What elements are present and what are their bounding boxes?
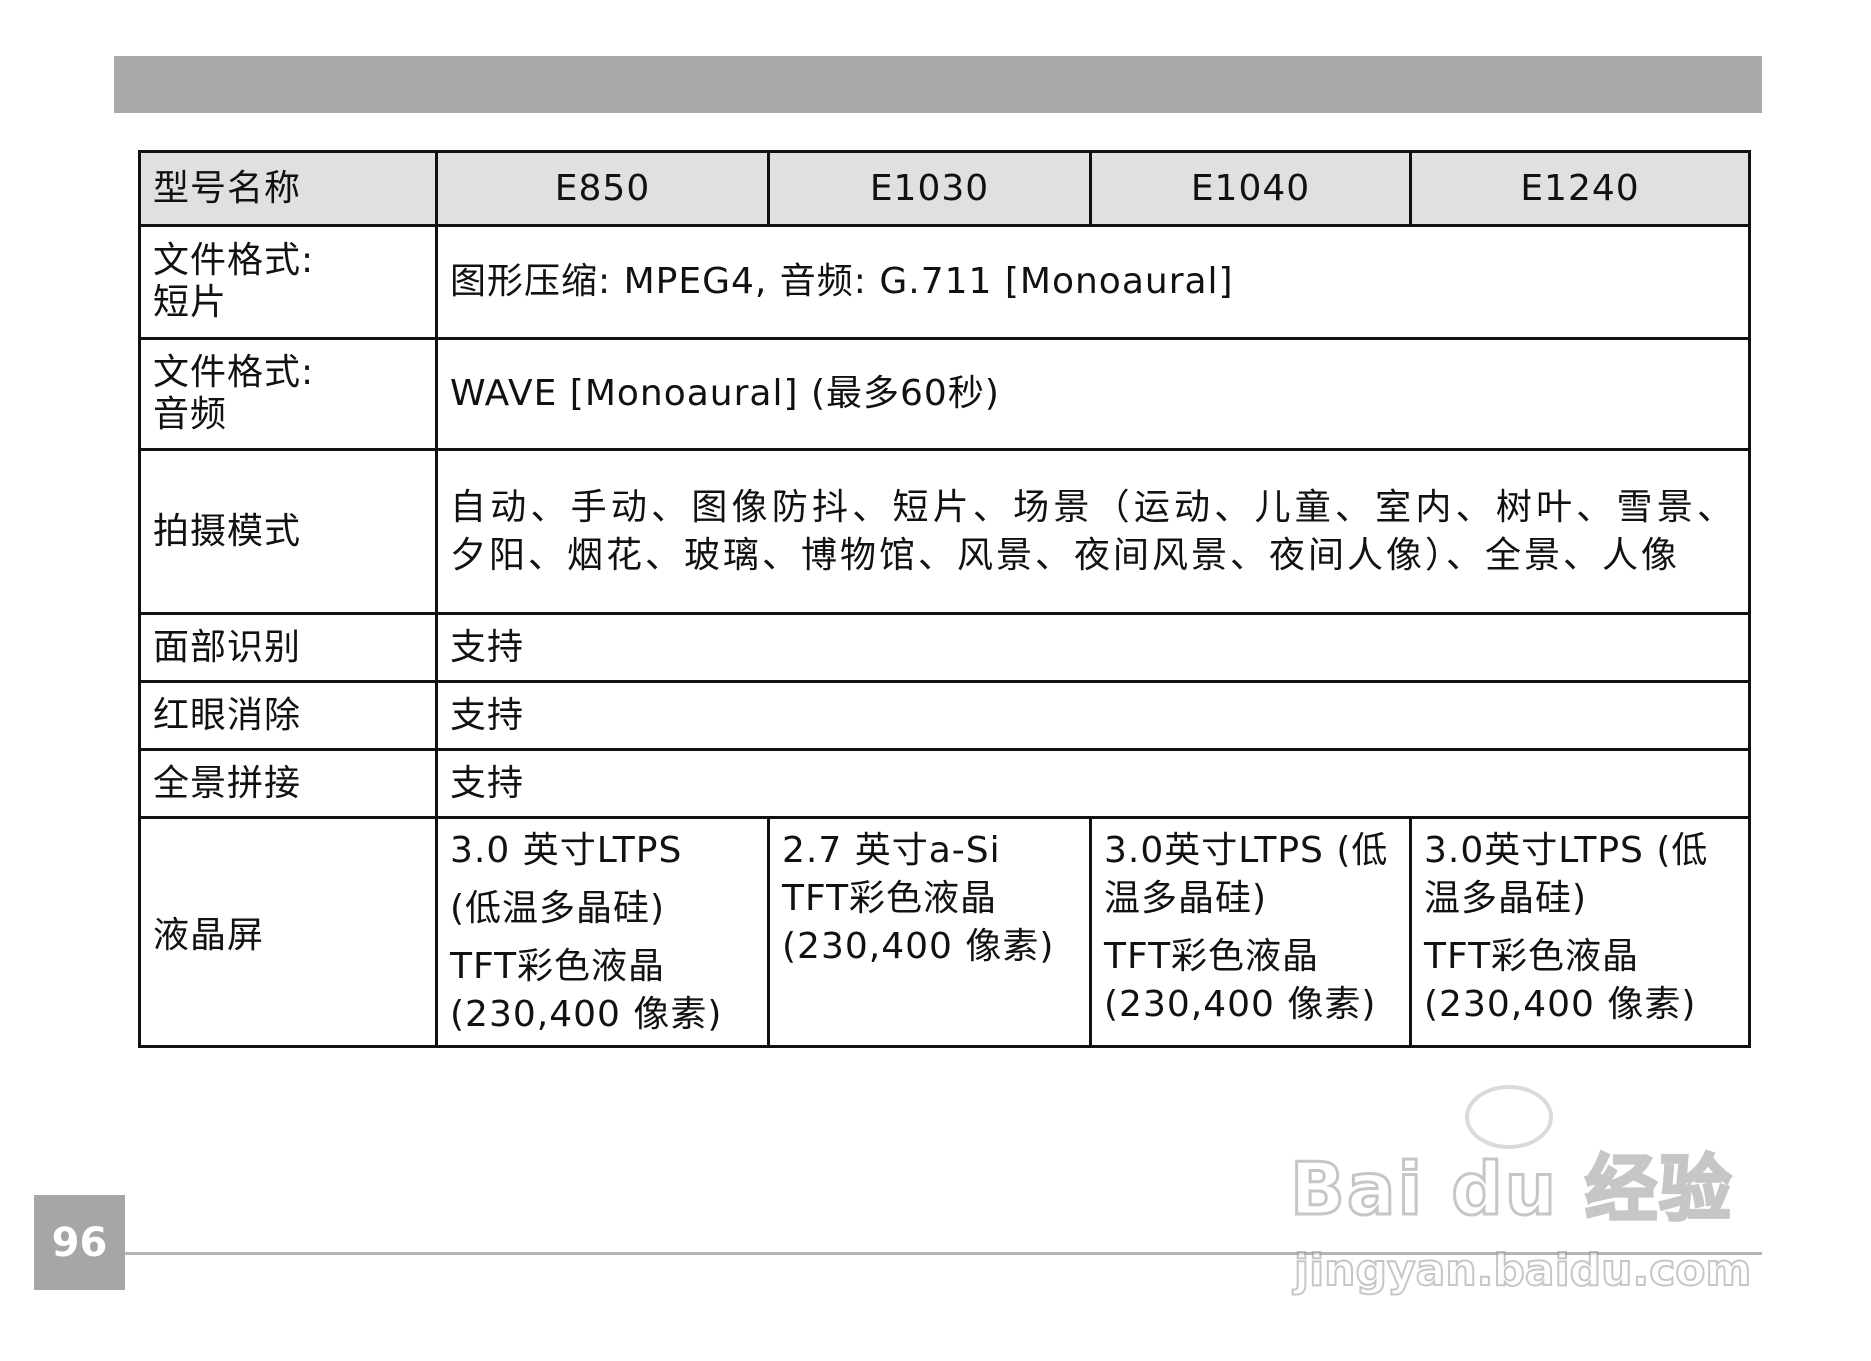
model-e1240: E1240 — [1409, 150, 1751, 227]
table-row: 拍摄模式 自动、手动、图像防抖、短片、场景（运动、儿童、室内、树叶、雪景、夕阳、… — [138, 448, 1751, 615]
row-value: 图形压缩: MPEG4, 音频: G.711 [Monoaural] — [435, 224, 1751, 340]
lcd-cell-e1240: 3.0英寸LTPS (低温多晶硅) TFT彩色液晶 (230,400 像素) — [1409, 816, 1751, 1048]
lcd-line: 3.0英寸LTPS (低温多晶硅) — [1104, 830, 1389, 919]
row-label: 文件格式: 短片 — [138, 224, 438, 340]
lcd-cell-e850: 3.0 英寸LTPS (低温多晶硅) TFT彩色液晶 (230,400 像素) — [435, 816, 770, 1048]
row-label: 文件格式: 音频 — [138, 337, 438, 451]
spec-table: 型号名称 E850 E1030 E1040 E1240 文件格式: 短片 图形压缩… — [138, 150, 1751, 1048]
lcd-line: 2.7 英寸a-Si — [782, 830, 1001, 871]
lcd-line: (230,400 像素) — [1424, 984, 1697, 1025]
lcd-cell-e1030: 2.7 英寸a-Si TFT彩色液晶 (230,400 像素) — [767, 816, 1092, 1048]
row-label: 面部识别 — [138, 612, 438, 683]
lcd-line: (230,400 像素) — [450, 994, 723, 1035]
lcd-line: (低温多晶硅) — [450, 888, 666, 929]
row-value: 自动、手动、图像防抖、短片、场景（运动、儿童、室内、树叶、雪景、夕阳、烟花、玻璃… — [435, 448, 1751, 615]
row-label: 液晶屏 — [138, 816, 438, 1048]
row-value: 支持 — [435, 612, 1751, 683]
row-value: 支持 — [435, 680, 1751, 751]
lcd-line: TFT彩色液晶 — [1424, 936, 1640, 977]
watermark-logo: Bai du 经验 — [1288, 1146, 1734, 1233]
row-label: 全景拼接 — [138, 748, 438, 819]
label-line: 音频 — [153, 394, 228, 435]
label-line: 文件格式: — [153, 352, 315, 393]
lcd-line: 3.0英寸LTPS (低温多晶硅) — [1424, 830, 1709, 919]
row-label: 拍摄模式 — [138, 448, 438, 615]
row-value: WAVE [Monoaural] (最多60秒) — [435, 337, 1751, 451]
row-value: 支持 — [435, 748, 1751, 819]
page-number: 96 — [34, 1195, 125, 1290]
footer-divider — [125, 1252, 1762, 1255]
lcd-line: TFT彩色液晶 — [1104, 936, 1320, 977]
lcd-line: TFT彩色液晶 — [782, 878, 998, 919]
table-row-lcd: 液晶屏 3.0 英寸LTPS (低温多晶硅) TFT彩色液晶 (230,400 … — [138, 816, 1751, 1048]
table-row: 红眼消除 支持 — [138, 680, 1751, 751]
model-e1030: E1030 — [767, 150, 1092, 227]
lcd-line: TFT彩色液晶 — [450, 946, 666, 987]
lcd-line: (230,400 像素) — [782, 926, 1055, 967]
lcd-line: 3.0 英寸LTPS — [450, 830, 683, 871]
table-row: 文件格式: 音频 WAVE [Monoaural] (最多60秒) — [138, 337, 1751, 451]
model-e1040: E1040 — [1089, 150, 1412, 227]
row-label: 红眼消除 — [138, 680, 438, 751]
paw-icon — [1465, 1085, 1553, 1149]
header-row: 型号名称 E850 E1030 E1040 E1240 — [138, 150, 1751, 227]
header-label: 型号名称 — [138, 150, 438, 227]
label-line: 文件格式: — [153, 240, 315, 281]
lcd-cell-e1040: 3.0英寸LTPS (低温多晶硅) TFT彩色液晶 (230,400 像素) — [1089, 816, 1412, 1048]
label-line: 短片 — [153, 282, 228, 323]
table-row: 面部识别 支持 — [138, 612, 1751, 683]
model-e850: E850 — [435, 150, 770, 227]
table-row: 文件格式: 短片 图形压缩: MPEG4, 音频: G.711 [Monoaura… — [138, 224, 1751, 340]
baidu-watermark: Bai du 经验 jingyan.baidu.com — [1288, 1085, 1860, 1315]
lcd-line: (230,400 像素) — [1104, 984, 1377, 1025]
table-row: 全景拼接 支持 — [138, 748, 1751, 819]
watermark-url: jingyan.baidu.com — [1293, 1244, 1752, 1297]
header-bar — [114, 56, 1762, 113]
